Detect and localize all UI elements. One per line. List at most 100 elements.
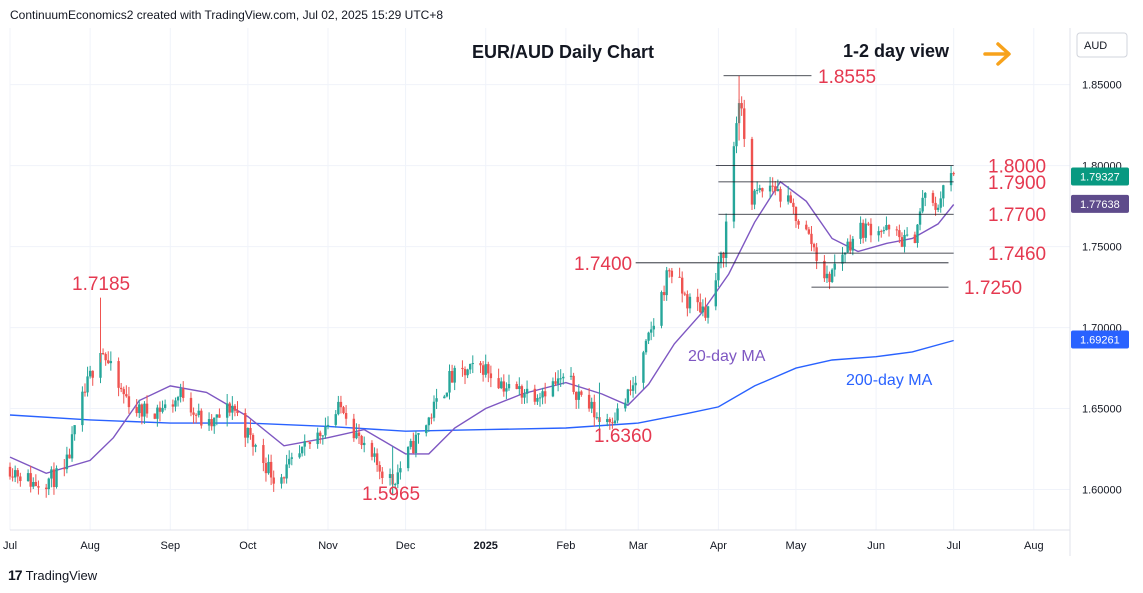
candle-body bbox=[525, 388, 529, 394]
candle-body bbox=[722, 253, 725, 258]
candle-body bbox=[16, 470, 19, 477]
candle-body bbox=[660, 292, 663, 326]
right-arrow-icon bbox=[983, 42, 1011, 66]
candle-body bbox=[37, 486, 40, 488]
candle-body bbox=[706, 306, 710, 318]
candle-body bbox=[518, 386, 521, 389]
candle-body bbox=[701, 306, 705, 313]
x-tick-label: May bbox=[786, 540, 807, 552]
candle-body bbox=[378, 465, 381, 472]
candle-body bbox=[487, 364, 490, 374]
x-tick-label: Sep bbox=[161, 540, 181, 552]
candle-body bbox=[774, 186, 777, 192]
candle-body bbox=[678, 276, 681, 278]
candle-body bbox=[507, 384, 511, 389]
tradingview-footer[interactable]: 17 TradingView bbox=[8, 567, 97, 583]
candle-body bbox=[463, 369, 467, 376]
candle-body bbox=[815, 247, 818, 261]
candle-body bbox=[267, 461, 270, 474]
candle-body bbox=[342, 407, 345, 414]
candle-body bbox=[551, 381, 555, 397]
candle-body bbox=[761, 188, 764, 192]
x-tick-label: Jul bbox=[947, 540, 961, 552]
candle-body bbox=[461, 367, 464, 370]
candle-body bbox=[812, 244, 816, 248]
candle-body bbox=[631, 385, 635, 391]
candle-body bbox=[735, 123, 738, 147]
candle-body bbox=[215, 414, 219, 418]
candle-body bbox=[13, 470, 17, 478]
candle-body bbox=[595, 417, 599, 419]
candle-body bbox=[750, 138, 754, 205]
candle-body bbox=[19, 476, 22, 482]
candle-body bbox=[406, 446, 410, 469]
x-tick-label: Jun bbox=[867, 540, 885, 552]
candle-body bbox=[63, 468, 66, 470]
candle-body bbox=[174, 400, 177, 407]
candle-body bbox=[262, 445, 265, 464]
candle-body bbox=[466, 369, 469, 376]
candle-body bbox=[758, 188, 761, 190]
candle-body bbox=[543, 391, 547, 397]
candle-body bbox=[430, 417, 433, 419]
tradingview-brand: TradingView bbox=[25, 567, 98, 583]
currency-box[interactable] bbox=[1076, 32, 1128, 58]
x-tick-label: 2025 bbox=[473, 540, 497, 552]
candle-body bbox=[189, 397, 193, 413]
candle-body bbox=[652, 325, 655, 330]
candle-body bbox=[921, 197, 924, 212]
candle-body bbox=[849, 241, 852, 251]
candle-body bbox=[88, 370, 92, 377]
candle-body bbox=[680, 277, 684, 294]
candle-body bbox=[251, 434, 255, 447]
candle-body bbox=[394, 484, 397, 486]
candle-body bbox=[502, 381, 506, 392]
ma20-series bbox=[9, 180, 955, 475]
x-axis[interactable]: Jul Aug Sep Oct Nov Dec 2025 Feb Mar Apr May Jun Jul… bbox=[3, 540, 1044, 552]
candle-body bbox=[934, 202, 937, 210]
candle-body bbox=[55, 468, 58, 487]
candle-body bbox=[776, 188, 780, 192]
candle-body bbox=[236, 410, 239, 413]
candle-body bbox=[861, 222, 865, 238]
candle-body bbox=[611, 422, 614, 424]
candle-body bbox=[450, 370, 454, 383]
candle-body bbox=[792, 202, 795, 207]
candle-body bbox=[810, 233, 813, 245]
candle-body bbox=[931, 192, 935, 203]
candle-body bbox=[324, 426, 327, 436]
candle-body bbox=[218, 414, 221, 418]
candle-body bbox=[649, 329, 653, 333]
candle-body bbox=[665, 270, 668, 296]
candle-body bbox=[233, 405, 237, 411]
candle-body bbox=[479, 363, 482, 366]
level-label: 1.8555 bbox=[818, 67, 876, 88]
candle-body bbox=[823, 260, 826, 279]
candle-body bbox=[880, 231, 883, 233]
candle-body bbox=[171, 404, 175, 407]
candle-body bbox=[877, 231, 880, 236]
candle-body bbox=[647, 332, 650, 341]
candle-body bbox=[626, 389, 630, 403]
candle-body bbox=[163, 404, 167, 408]
x-tick-label: Aug bbox=[1024, 540, 1044, 552]
candle-body bbox=[432, 401, 436, 418]
candle-body bbox=[606, 419, 609, 423]
plot-area[interactable] bbox=[10, 28, 1070, 530]
x-tick-label: Aug bbox=[80, 540, 100, 552]
tradingview-logo-icon: 17 bbox=[8, 567, 23, 583]
y-axis[interactable]: 1.600001.650001.700001.750001.800001.850… bbox=[1082, 80, 1122, 497]
candle-body bbox=[213, 417, 216, 427]
candle-body bbox=[580, 391, 583, 395]
candle-body bbox=[34, 481, 38, 487]
candle-body bbox=[44, 487, 48, 490]
candle-body bbox=[344, 413, 348, 419]
candle-body bbox=[50, 469, 53, 479]
candle-body bbox=[859, 222, 862, 239]
candle-body bbox=[843, 252, 847, 255]
candle-body bbox=[254, 445, 257, 447]
candle-body bbox=[949, 173, 953, 186]
candle-body bbox=[515, 384, 518, 389]
candle-body bbox=[352, 418, 356, 439]
